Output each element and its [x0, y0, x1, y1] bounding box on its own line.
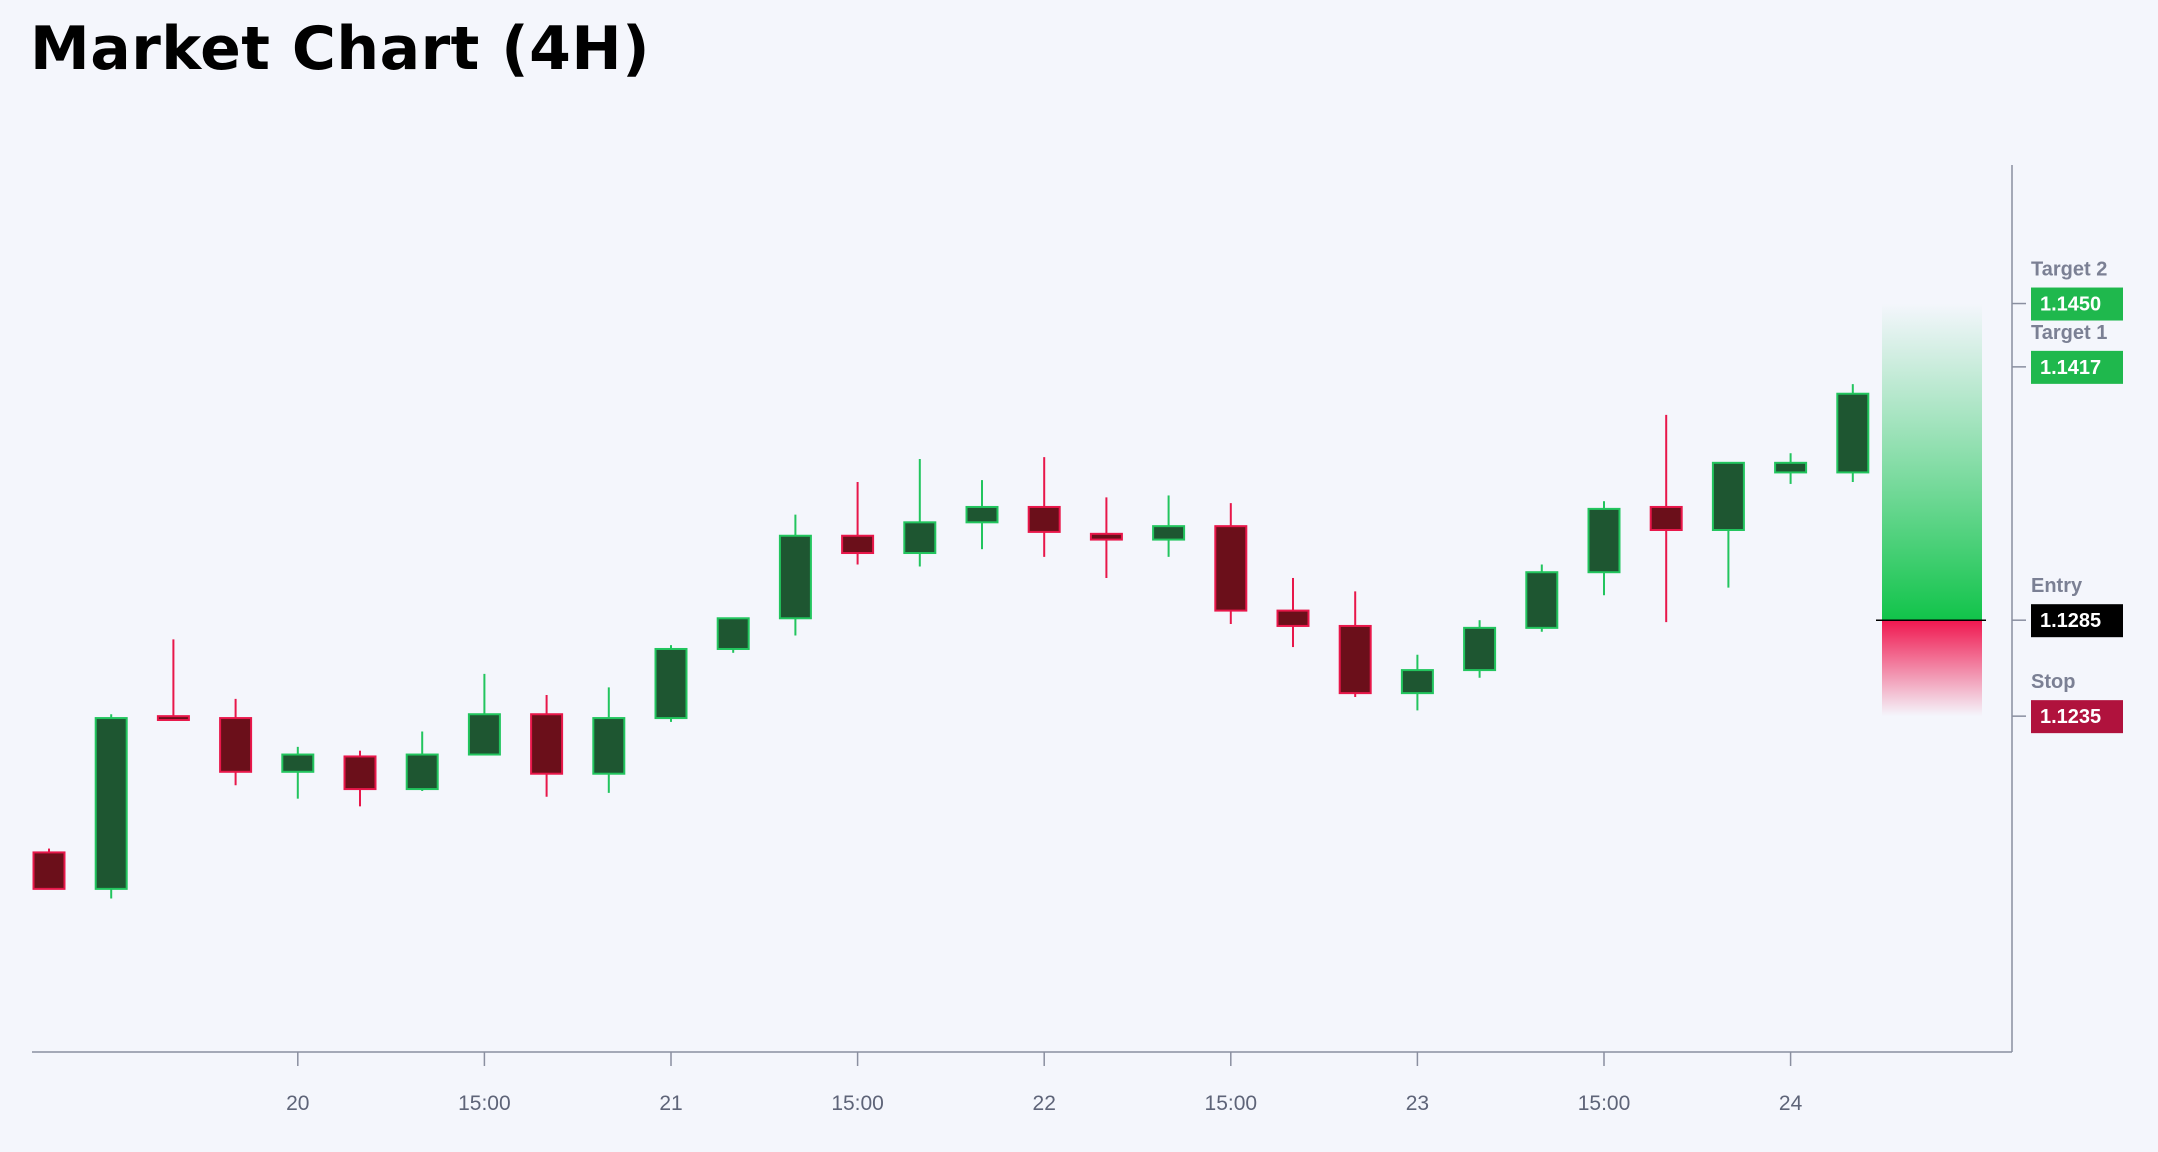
candle-body: [1463, 626, 1497, 672]
candle-body: [94, 717, 128, 890]
candle-up: [1525, 564, 1559, 632]
candle-body: [530, 713, 564, 775]
candle-up: [1152, 495, 1186, 557]
x-tick-label: 15:00: [1578, 1092, 1631, 1115]
candle-down: [1089, 497, 1123, 578]
candle-body: [1089, 532, 1123, 541]
level-name: Entry: [2031, 575, 2083, 597]
candle-body: [343, 755, 377, 791]
candle-up: [716, 617, 750, 653]
candle-body: [1214, 525, 1248, 612]
level-badge: [2031, 287, 2123, 321]
axes: 20 15:00 21 15:00 22 15:00 23 15:00 24: [32, 165, 2013, 1115]
x-tick-label: 15:00: [1205, 1092, 1258, 1115]
level-target: 1.1417 Target 1: [2012, 322, 2123, 384]
chart-title: Market Chart (4H): [30, 14, 651, 84]
level-value: 1.1285: [2040, 610, 2101, 632]
level-value: 1.1417: [2040, 357, 2101, 379]
level-badge: [2031, 604, 2123, 638]
candle-body: [1649, 505, 1683, 531]
level-badge: [2031, 700, 2123, 734]
candle-body: [1836, 392, 1870, 474]
candle-up: [1836, 384, 1870, 483]
x-tick-label: 24: [1779, 1092, 1803, 1115]
level-entry: 1.1285 Entry: [2012, 575, 2123, 638]
candle-body: [1774, 461, 1808, 474]
candle-up: [592, 687, 626, 793]
candle-body: [1027, 505, 1061, 533]
candle-body: [219, 717, 253, 773]
candle-up: [405, 731, 439, 791]
risk-reward-zone: [1876, 303, 1986, 717]
risk-zone: [1882, 620, 1982, 717]
candle-body: [716, 617, 750, 650]
candle-body: [592, 717, 626, 775]
level-target: 1.1450 Target 2: [2012, 259, 2123, 321]
candle-body: [1400, 669, 1434, 695]
candle-up: [1587, 501, 1621, 596]
candle-up: [1463, 620, 1497, 678]
candle-up: [281, 746, 315, 799]
candle-down: [32, 848, 66, 890]
candle-body: [778, 534, 812, 620]
candle-down: [219, 698, 253, 786]
x-tick-label: 21: [659, 1092, 682, 1115]
level-badge: [2031, 350, 2123, 384]
candle-body: [965, 505, 999, 524]
candle-up: [778, 514, 812, 636]
candle-body: [1338, 624, 1372, 695]
candle-body: [654, 647, 688, 720]
candle-body: [1711, 461, 1745, 531]
candle-up: [903, 458, 937, 567]
candle-down: [343, 750, 377, 807]
candle-body: [32, 851, 66, 890]
x-tick-label: 22: [1033, 1092, 1056, 1115]
level-name: Target 1: [2031, 322, 2107, 344]
reward-zone: [1882, 303, 1982, 621]
candles: [32, 384, 1870, 899]
candle-body: [405, 753, 439, 791]
candle-body: [1525, 571, 1559, 629]
candle-up: [94, 714, 128, 899]
level-value: 1.1235: [2040, 706, 2101, 728]
x-tick-label: 20: [286, 1092, 309, 1115]
candle-body: [1276, 609, 1310, 627]
candle-up: [965, 480, 999, 550]
candle-body: [281, 753, 315, 773]
candle-up: [1711, 461, 1745, 588]
candle-up: [654, 645, 688, 722]
candle-body: [841, 534, 875, 555]
candle-body: [1152, 525, 1186, 541]
x-tick-label: 15:00: [831, 1092, 884, 1115]
candle-up: [1400, 654, 1434, 711]
candle-down: [1649, 414, 1683, 623]
candle-up: [1774, 453, 1808, 484]
candle-down: [156, 639, 190, 721]
level-name: Target 2: [2031, 259, 2107, 281]
level-name: Stop: [2031, 671, 2075, 693]
candle-body: [156, 715, 190, 721]
candle-down: [1027, 457, 1061, 557]
candle-body: [467, 713, 501, 756]
level-value: 1.1450: [2040, 294, 2101, 316]
candle-up: [467, 673, 501, 756]
candle-down: [1338, 591, 1372, 697]
level-stop: 1.1235 Stop: [2012, 671, 2123, 734]
candle-down: [1276, 577, 1310, 648]
x-tick-label: 15:00: [458, 1092, 511, 1115]
x-tick-label: 23: [1406, 1092, 1429, 1115]
candle-down: [1214, 503, 1248, 625]
candle-down: [530, 695, 564, 797]
candle-body: [1587, 507, 1621, 574]
candle-body: [903, 521, 937, 555]
candle-down: [841, 482, 875, 565]
